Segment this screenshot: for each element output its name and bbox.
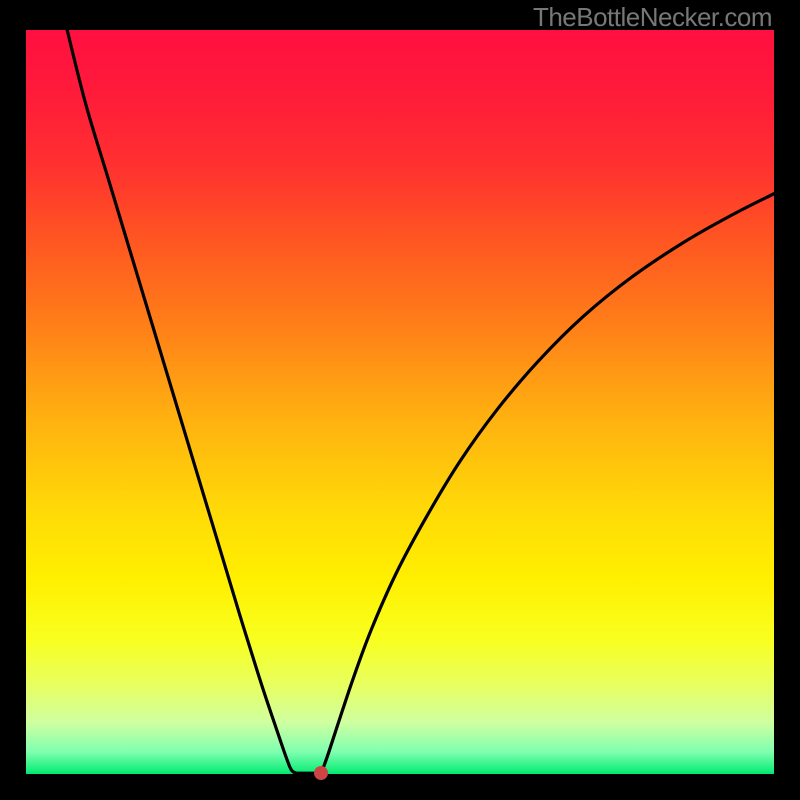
watermark-text: TheBottleNecker.com	[533, 2, 772, 33]
chart-frame: TheBottleNecker.com	[0, 0, 800, 800]
plot-area	[26, 30, 774, 774]
bottleneck-curve	[26, 30, 774, 774]
minimum-marker	[314, 766, 328, 780]
